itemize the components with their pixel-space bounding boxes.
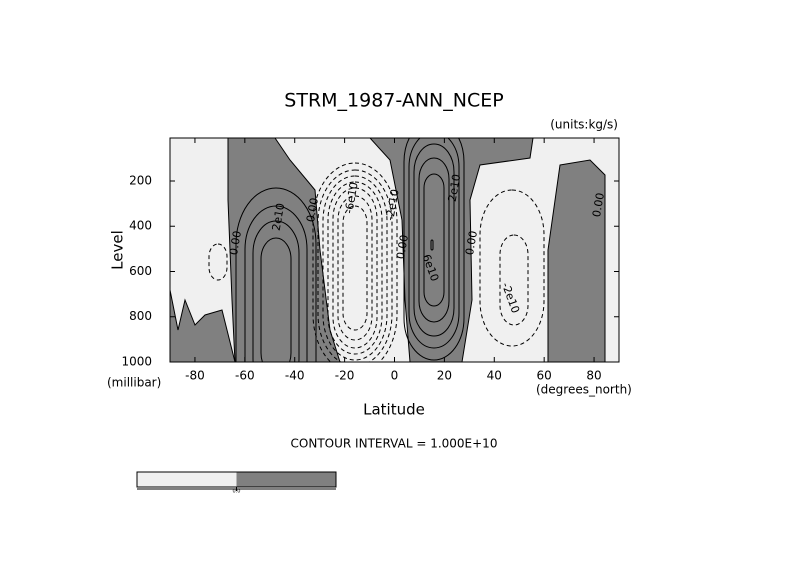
contour-line [317,169,393,362]
contour-line [430,239,434,251]
contour-line [337,195,373,341]
units-label: (units:kg/s) [550,118,618,132]
x-tick-label: -20 [335,369,355,383]
x-tick-label: 40 [487,369,502,383]
x-tick-label: -60 [235,369,255,383]
y-unit-label: (millibar) [107,376,161,390]
contour-line [413,143,455,337]
contour-label: 2e10 [270,202,288,232]
y-tick-label: 1000 [121,355,152,369]
x-tick-label: 80 [586,369,601,383]
x-axis-label: Latitude [363,401,425,419]
colorbar-tick-label: 0.0 [233,489,241,495]
positive-region [227,138,341,362]
contour-line [322,175,388,361]
x-tick-label: 20 [437,369,452,383]
contour-line [403,138,465,361]
contour-line [260,237,292,362]
y-axis-label: Level [109,230,127,270]
contour-label: 2e10 [446,173,464,203]
x-tick-label: -80 [185,369,205,383]
contour-line [423,173,445,307]
contour-line [499,234,529,326]
y-tick-label: 600 [129,264,152,278]
x-tick-label: -40 [285,369,305,383]
contour-line [312,162,398,362]
contour-label: 0.00 [463,230,480,256]
contour-line [418,157,450,323]
colorbar-negative [137,472,237,487]
contour-line [332,187,378,349]
y-tick-label: 200 [129,173,152,187]
positive-region [547,159,606,362]
contour-label: -6e10 [342,181,360,215]
colorbar-positive [236,472,336,487]
contour-line [327,181,383,355]
x-tick-label: 60 [537,369,552,383]
contour-label: 0.00 [394,234,411,260]
y-tick-label: 400 [129,219,152,233]
contour-label: 0.00 [590,192,607,218]
positive-region [369,138,534,362]
contour-label: 0.00 [304,197,321,223]
footer-note: CONTOUR INTERVAL = 1.000E+10 [291,437,498,451]
contour-line [208,243,228,281]
contour-line [408,138,460,349]
positive-region [170,289,236,362]
x-tick-label: 0 [391,369,399,383]
contour-line [244,205,308,362]
contour-line [252,220,300,362]
contour-label: -2e10 [383,188,401,222]
x-unit-label: (degrees_north) [536,383,632,397]
chart-title: STRM_1987-ANN_NCEP [284,90,503,112]
contour-label: 0.00 [227,230,244,256]
contour-line [479,189,545,347]
y-tick-label: 800 [129,309,152,323]
contour-line [342,205,368,331]
contour-line [235,187,317,362]
